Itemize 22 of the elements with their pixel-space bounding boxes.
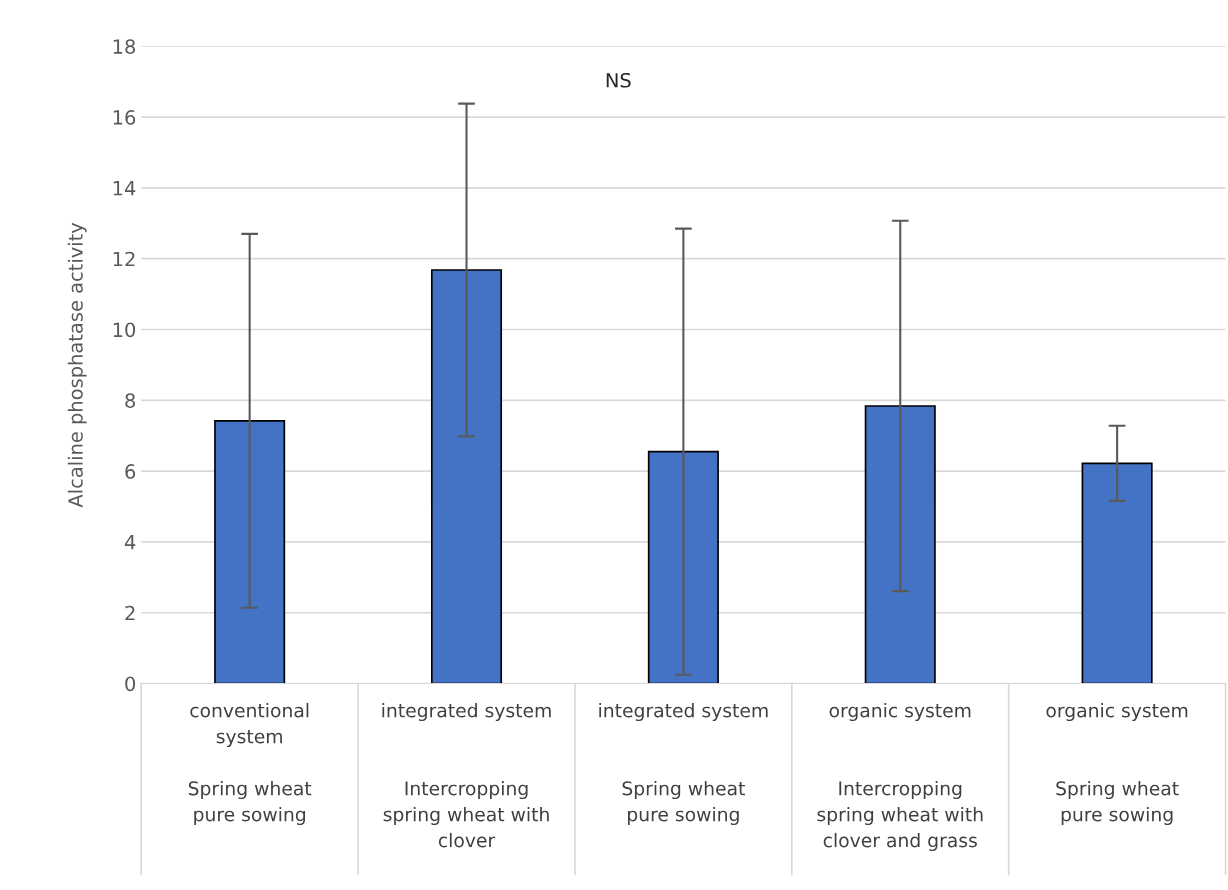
y-tick-label: 14 — [113, 181, 136, 196]
y-tick-label: 2 — [125, 605, 135, 621]
annotation: NS — [606, 72, 631, 88]
category-label: conventional system Spring wheat pure sowing — [188, 702, 312, 826]
bar — [1081, 462, 1153, 684]
y-tick-label: 8 — [125, 393, 136, 408]
bar — [864, 405, 936, 684]
y-tick-label: 10 — [113, 322, 136, 338]
category-label: integrated system Spring wheat pure sowing — [599, 702, 768, 826]
y-tick-label: 12 — [113, 251, 135, 267]
y-tick-label: 18 — [113, 39, 136, 54]
y-tick-label: 6 — [125, 464, 136, 479]
category-label: organic system Intercropping spring wheat with clover and grass — [817, 702, 983, 852]
category-label: integrated system Intercropping spring wheat with clover — [382, 702, 551, 848]
category-label: organic system Spring wheat pure sowing — [1046, 702, 1188, 826]
bar — [430, 269, 503, 684]
y-axis-title: Alcaline phosphatase activity — [67, 222, 87, 508]
y-tick-label: 16 — [113, 110, 136, 125]
bar — [647, 450, 719, 684]
y-tick-label: 4 — [124, 535, 136, 550]
bar — [214, 420, 286, 684]
y-tick-label: 0 — [125, 676, 136, 692]
